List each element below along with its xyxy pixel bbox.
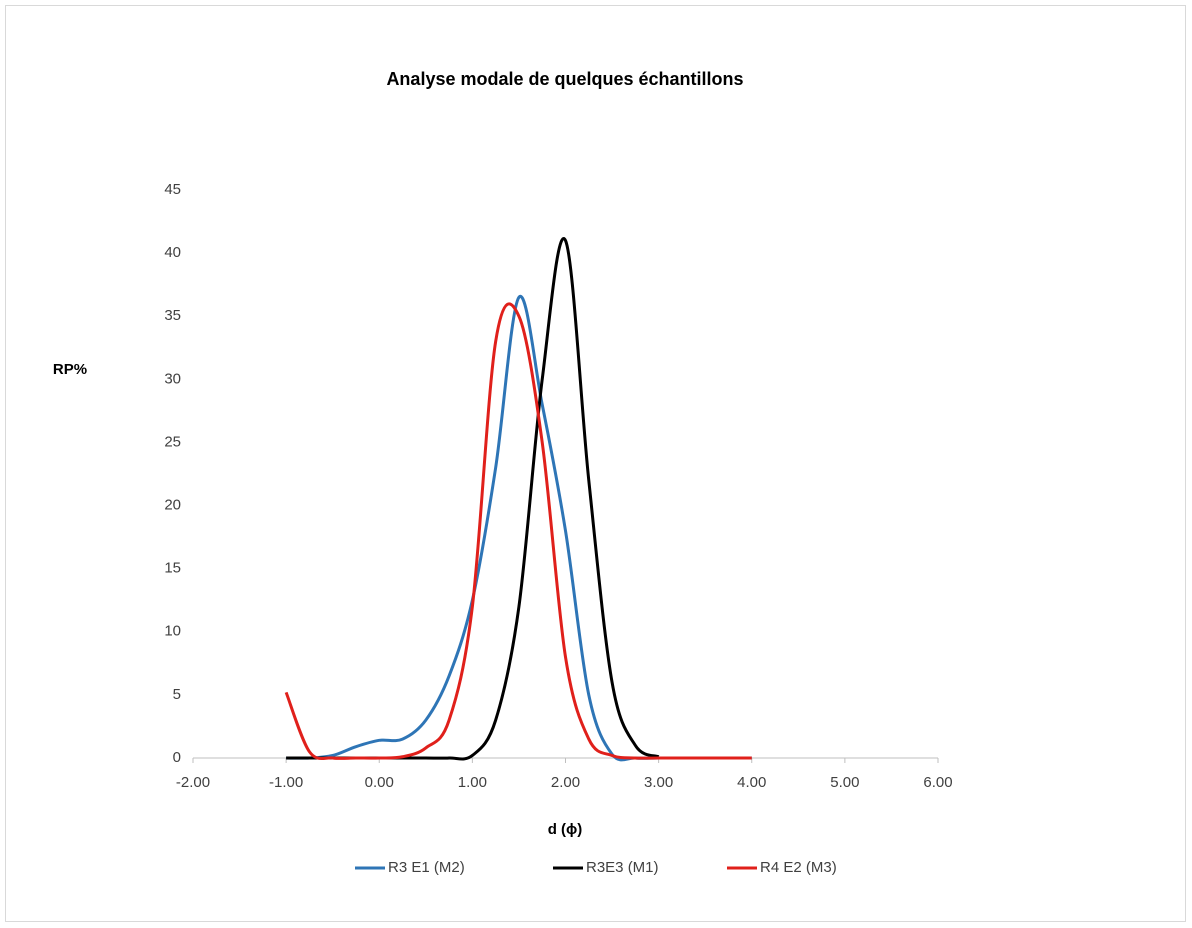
x-tick-label: -1.00 xyxy=(269,774,303,791)
chart-title: Analyse modale de quelques échantillons xyxy=(386,69,743,89)
y-tick-label: 0 xyxy=(173,749,181,766)
y-tick-label: 20 xyxy=(164,497,181,514)
legend-label: R4 E2 (M3) xyxy=(760,859,837,876)
x-tick-label: 6.00 xyxy=(923,774,952,791)
y-tick-label: 5 xyxy=(173,686,181,703)
x-tick-label: 0.00 xyxy=(365,774,394,791)
chart-border xyxy=(5,5,1186,922)
y-tick-label: 15 xyxy=(164,560,181,577)
y-tick-label: 30 xyxy=(164,370,181,387)
y-tick-label: 40 xyxy=(164,244,181,261)
x-axis-label: d (ϕ) xyxy=(548,821,583,838)
x-tick-label: 5.00 xyxy=(830,774,859,791)
y-tick-label: 45 xyxy=(164,181,181,198)
x-tick-label: -2.00 xyxy=(176,774,210,791)
y-tick-label: 25 xyxy=(164,433,181,450)
legend-label: R3 E1 (M2) xyxy=(388,859,465,876)
y-axis-label: RP% xyxy=(53,361,87,378)
x-tick-label: 4.00 xyxy=(737,774,766,791)
series-line xyxy=(284,302,752,761)
legend-label: R3E3 (M1) xyxy=(586,859,659,876)
x-tick-label: 3.00 xyxy=(644,774,673,791)
y-tick-label: 35 xyxy=(164,307,181,324)
y-tick-label: 10 xyxy=(164,623,181,640)
x-tick-label: 1.00 xyxy=(458,774,487,791)
x-tick-label: 2.00 xyxy=(551,774,580,791)
